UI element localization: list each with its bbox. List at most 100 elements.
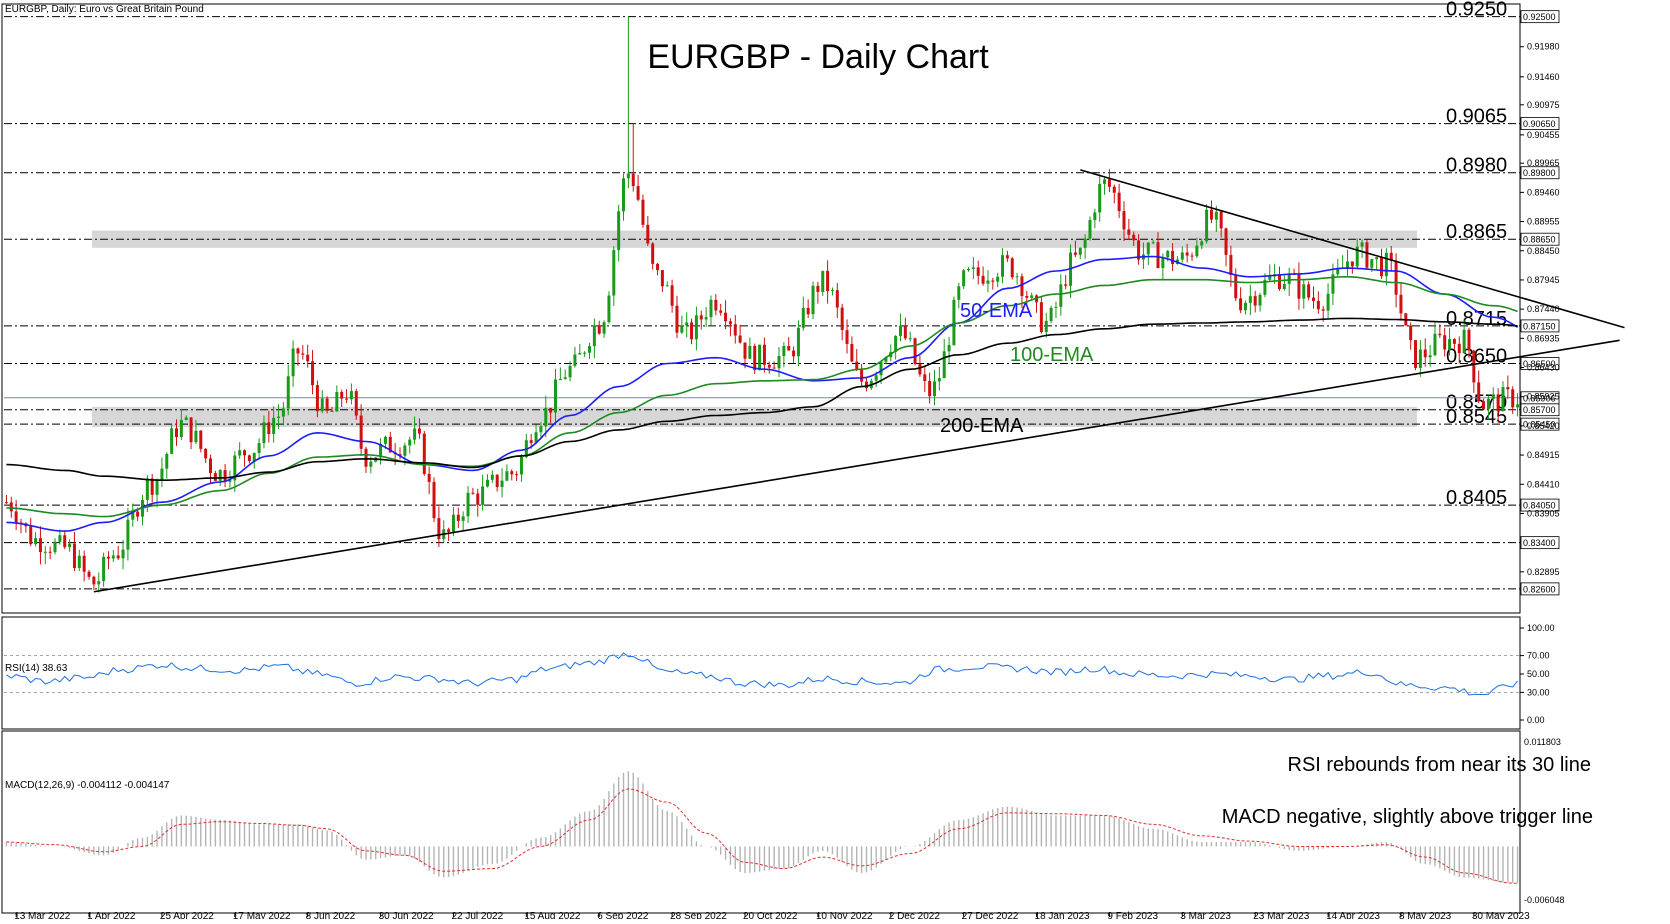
candle-body-up <box>126 519 130 550</box>
candle-body-down <box>1438 333 1442 336</box>
time-tick-label: 13 Mar 2022 <box>14 911 71 919</box>
candle-body-down <box>82 555 86 572</box>
candle-body-down <box>1127 229 1131 235</box>
candle-body-up <box>466 492 470 517</box>
level-axis-tag: 0.85700 <box>1523 405 1556 415</box>
candle-body-up <box>1049 307 1053 321</box>
candle-body-up <box>252 452 256 462</box>
candle-body-up <box>1205 209 1209 242</box>
candle-body-up <box>539 426 543 433</box>
candle-body-up <box>568 365 572 378</box>
candle-body-up <box>179 419 183 438</box>
candle-body-up <box>369 461 373 467</box>
candle-body-down <box>1414 340 1418 368</box>
candle-body-up <box>801 307 805 328</box>
level-axis-tag: 0.92500 <box>1523 12 1556 22</box>
candle-body-up <box>1214 211 1218 220</box>
macd-label: MACD(12,26,9) -0.004112 -0.004147 <box>5 780 170 791</box>
candle-body-up <box>519 457 523 475</box>
candle-body-up <box>952 299 956 346</box>
candle-body-up <box>1433 333 1437 356</box>
candle-body-up <box>553 379 557 413</box>
rsi-label: RSI(14) 38.63 <box>5 663 68 674</box>
candle-body-up <box>748 345 752 359</box>
candle-body-down <box>1039 302 1043 333</box>
candle-body-down <box>733 324 737 336</box>
candle-body-down <box>549 407 553 413</box>
candle-body-down <box>38 538 42 553</box>
candle-body-down <box>1472 350 1476 383</box>
level-axis-tag: 0.88650 <box>1523 235 1556 245</box>
candle-body-up <box>1486 398 1490 410</box>
candle-body-up <box>1331 274 1335 294</box>
candle-body-down <box>311 361 315 386</box>
level-axis-tag: 0.85450 <box>1523 420 1556 430</box>
candle-body-down <box>840 307 844 331</box>
time-tick-label: 30 May 2023 <box>1472 911 1530 919</box>
candle-body-down <box>48 551 52 553</box>
level-axis-tag: 0.86500 <box>1523 359 1556 369</box>
candle-body-down <box>306 354 310 362</box>
candle-body-down <box>1311 297 1315 301</box>
candle-body-down <box>792 350 796 357</box>
candle-body-up <box>408 439 412 446</box>
candle-body-up <box>451 514 455 532</box>
candle-body-down <box>913 338 917 364</box>
ema200-label: 200-EMA <box>940 415 1024 437</box>
candle-body-up <box>1268 276 1272 280</box>
candle-body-up <box>1195 245 1199 257</box>
candle-body-up <box>1030 295 1034 298</box>
candle-body-up <box>1015 276 1019 278</box>
ema-line-50-ema <box>6 255 1519 532</box>
candle-body-up <box>58 535 62 542</box>
time-tick-label: 18 Jan 2023 <box>1035 911 1090 919</box>
candle-body-down <box>743 342 747 359</box>
candle-body-down <box>529 440 533 443</box>
level-axis-tag: 0.83400 <box>1523 538 1556 548</box>
time-tick-label: 3 Mar 2023 <box>1180 911 1231 919</box>
candle-body-up <box>894 336 898 352</box>
ema-line-100-ema <box>6 276 1518 518</box>
candle-body-up <box>874 375 878 381</box>
candle-body-up <box>908 338 912 340</box>
candle-body-down <box>670 285 674 306</box>
candle-body-down <box>136 511 140 517</box>
candle-body-up <box>821 270 825 292</box>
candle-body-down <box>1380 257 1384 277</box>
candle-body-up <box>131 511 135 520</box>
ema100-label: 100-EMA <box>1010 344 1094 366</box>
candle-body-up <box>578 352 582 355</box>
zone-band-0 <box>92 230 1417 248</box>
price-tick-label: 0.89965 <box>1527 158 1560 168</box>
candle-body-down <box>1423 349 1427 358</box>
candle-body-down <box>471 492 475 494</box>
level-label: 0.9065 <box>1446 106 1507 128</box>
price-tick-label: 0.91980 <box>1527 42 1560 52</box>
price-tick-label: 0.91460 <box>1527 72 1560 82</box>
candle-body-up <box>704 317 708 320</box>
macd-panel-frame <box>1 730 1521 914</box>
candle-body-down <box>72 543 76 569</box>
candle-body-up <box>379 443 383 458</box>
candle-body-up <box>602 322 606 334</box>
candle-body-down <box>690 322 694 340</box>
candle-body-down <box>456 514 460 521</box>
candle-body-up <box>1243 302 1247 311</box>
level-label: 0.8405 <box>1446 487 1507 509</box>
candle-body-up <box>1001 255 1005 277</box>
candle-body-up <box>986 280 990 284</box>
candle-body-down <box>1234 274 1238 299</box>
candle-body-down <box>106 556 110 559</box>
level-axis-tag-box <box>1520 417 1560 431</box>
candle-body-up <box>165 453 169 469</box>
candle-body-up <box>1370 259 1374 268</box>
candle-body-up <box>622 178 626 212</box>
candle-body-up <box>53 541 57 553</box>
candle-body-up <box>277 416 281 418</box>
falling-trendline <box>1080 169 1625 329</box>
candle-body-up <box>1287 274 1291 284</box>
candle-body-up <box>1336 268 1340 275</box>
candle-body-down <box>636 186 640 200</box>
